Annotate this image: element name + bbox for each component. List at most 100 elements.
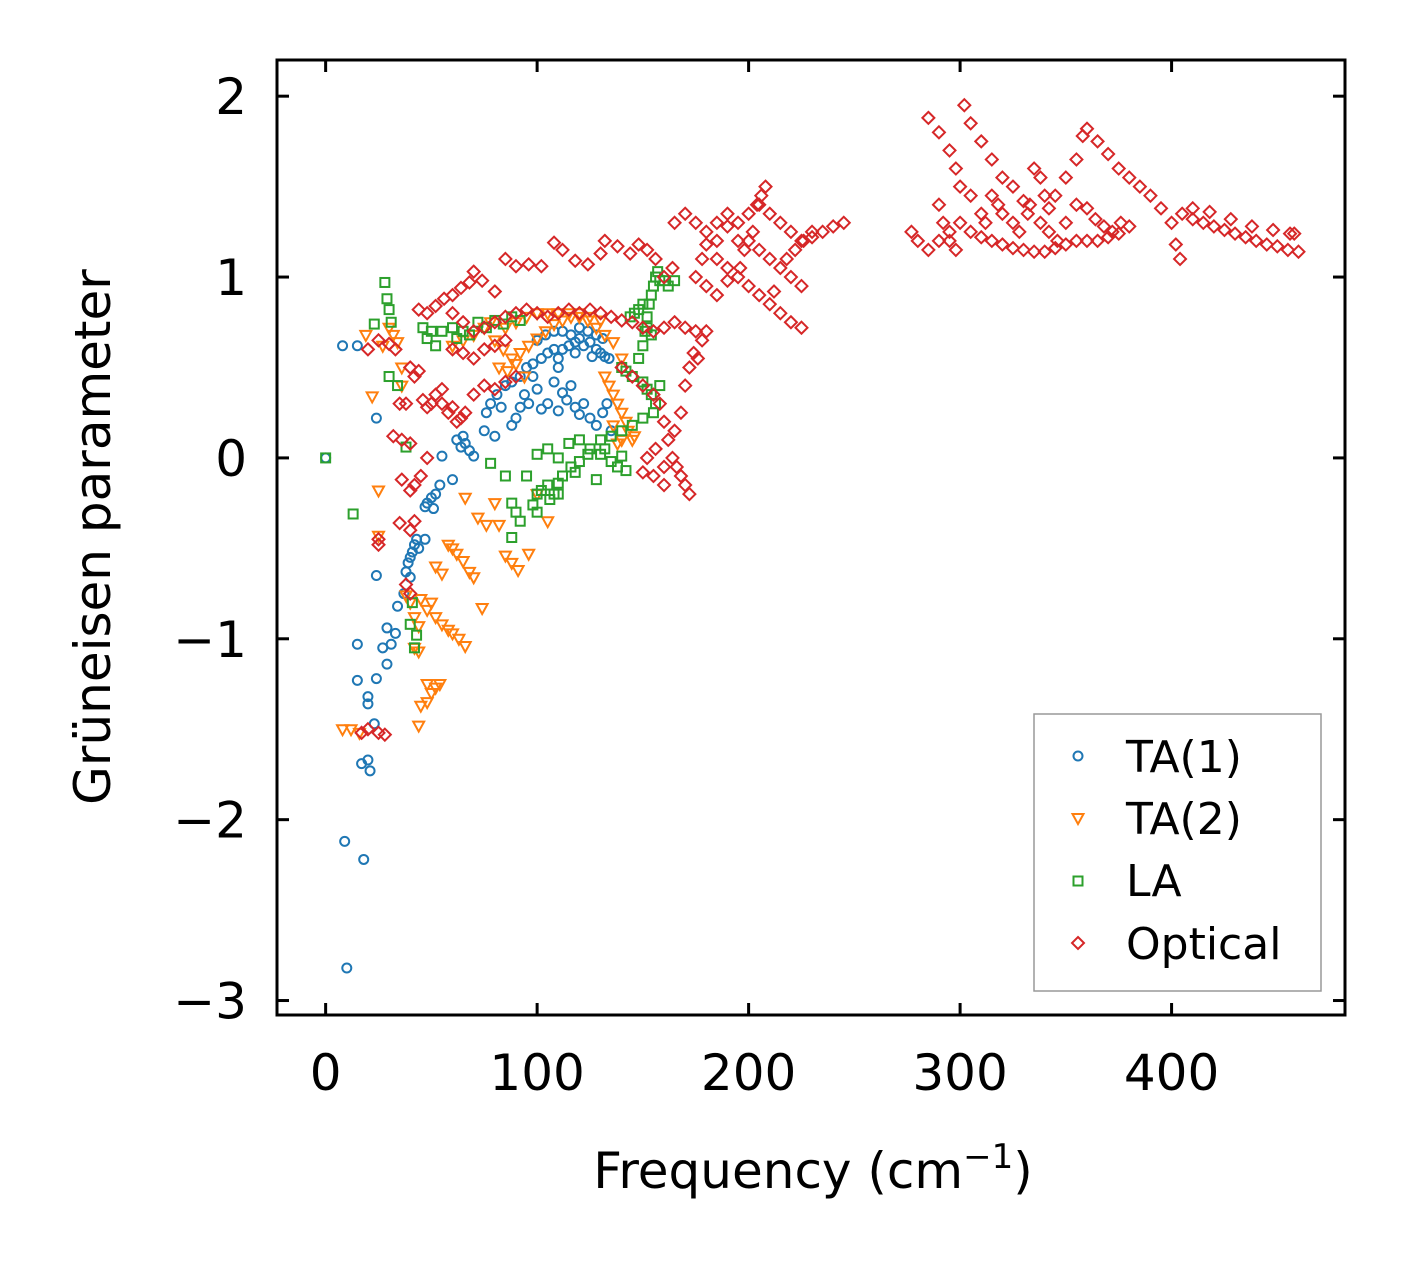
data-point <box>510 565 526 579</box>
data-point <box>419 399 435 415</box>
data-point <box>1248 233 1264 249</box>
data-point <box>948 161 964 176</box>
data-point <box>419 450 435 466</box>
data-point <box>677 320 693 336</box>
data-point <box>411 621 426 635</box>
data-point <box>377 727 393 743</box>
data-point <box>540 516 555 530</box>
data-point <box>1202 204 1218 220</box>
data-point <box>371 537 386 553</box>
data-point <box>542 398 554 410</box>
legend-marker-ta2 <box>1070 813 1086 827</box>
data-point <box>698 323 714 339</box>
data-point <box>371 531 386 547</box>
data-point <box>398 396 414 412</box>
data-point <box>347 508 359 520</box>
data-point <box>550 305 566 321</box>
data-point <box>720 260 735 276</box>
data-point <box>451 633 467 647</box>
data-point <box>351 674 363 686</box>
data-point <box>392 380 404 392</box>
data-point <box>466 264 482 280</box>
data-point <box>466 572 481 586</box>
data-point <box>478 425 490 437</box>
data-point <box>389 627 401 639</box>
data-point <box>942 233 957 249</box>
data-point <box>635 378 651 393</box>
data-point <box>434 479 446 491</box>
data-point <box>749 197 765 213</box>
data-point <box>434 396 450 412</box>
data-point <box>555 242 570 258</box>
data-point <box>631 237 647 252</box>
data-point <box>445 305 460 321</box>
data-point <box>597 329 612 343</box>
series-ta1 <box>320 322 617 974</box>
data-point <box>1291 244 1306 260</box>
data-point <box>698 224 714 240</box>
data-point <box>533 258 549 274</box>
data-point <box>1041 224 1057 240</box>
data-point <box>647 407 659 419</box>
data-point <box>453 410 469 426</box>
data-point <box>424 597 439 611</box>
data-point <box>584 336 596 348</box>
data-point <box>542 479 554 491</box>
data-point <box>633 352 645 364</box>
data-point <box>794 233 809 249</box>
data-point <box>392 396 408 412</box>
data-point <box>601 380 617 394</box>
data-point <box>656 414 672 430</box>
data-point <box>654 380 666 392</box>
data-point <box>479 519 494 533</box>
x-tick-label: 0 <box>310 1044 342 1102</box>
data-point <box>1113 215 1129 231</box>
data-point <box>720 273 735 289</box>
data-point <box>766 284 782 299</box>
data-point <box>510 506 522 518</box>
data-point <box>639 450 655 466</box>
data-point <box>614 407 629 421</box>
data-point <box>595 434 607 446</box>
data-point <box>720 206 735 222</box>
data-point <box>508 358 524 372</box>
data-point <box>453 280 469 296</box>
data-point <box>1005 215 1021 231</box>
data-point <box>610 398 625 412</box>
legend-label-la: LA <box>1126 856 1182 907</box>
data-point <box>825 218 841 234</box>
series-optical <box>354 97 1306 743</box>
legend-label-ta1: TA(1) <box>1125 732 1242 783</box>
data-point <box>432 679 448 693</box>
data-point <box>1153 200 1169 216</box>
data-point <box>364 391 380 405</box>
data-point <box>677 378 693 393</box>
data-point <box>667 215 683 231</box>
data-point <box>529 333 545 347</box>
legend-label-optical: Optical <box>1126 919 1281 970</box>
data-point <box>552 361 564 373</box>
data-point <box>626 419 638 431</box>
data-point <box>457 430 469 442</box>
data-point <box>1058 215 1074 231</box>
data-point <box>720 218 735 234</box>
data-point <box>1223 211 1239 227</box>
data-point <box>984 233 1000 249</box>
data-point <box>751 287 767 303</box>
y-tick-label: −3 <box>173 973 247 1031</box>
data-point <box>1143 188 1158 204</box>
legend-marker-ta1 <box>1072 750 1084 762</box>
data-point <box>436 450 448 462</box>
data-point <box>1026 244 1042 260</box>
data-point <box>402 557 414 569</box>
x-tick-label: 200 <box>701 1044 796 1102</box>
data-point <box>508 369 524 384</box>
data-point <box>772 305 788 321</box>
x-axis-label: Frequency (cm−1) <box>593 1137 1033 1200</box>
data-point <box>381 322 397 336</box>
data-point <box>665 260 680 276</box>
data-point <box>497 374 513 390</box>
data-point <box>779 251 795 267</box>
data-point <box>931 124 947 140</box>
data-point <box>935 215 951 231</box>
